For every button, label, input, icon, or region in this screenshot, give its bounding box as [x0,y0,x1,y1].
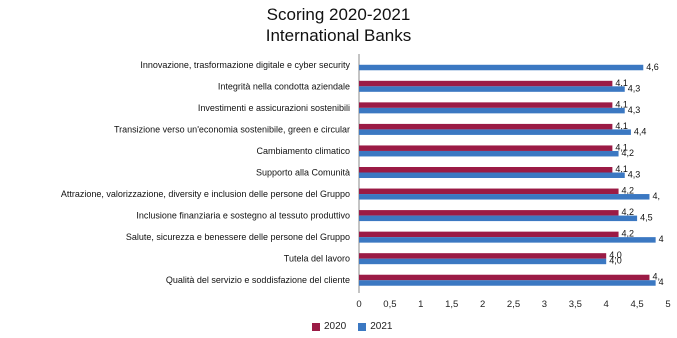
data-label-2021: 4,2 [622,148,635,158]
x-tick-label: 3,5 [569,299,582,310]
x-tick-label: 2 [480,299,485,310]
x-tick-label: 5 [665,299,670,310]
bar-2021 [359,64,644,71]
legend-swatch-2021 [358,322,367,331]
bar-2020 [359,167,613,173]
bar-2020 [359,102,613,108]
data-label-2020: 4,1 [615,164,628,174]
bar-2021 [359,150,619,157]
data-label-2020: 4,2 [622,207,635,217]
category-label: Cambiamento climatico [256,146,350,156]
bar-2020 [359,188,619,195]
legend: 2020 2021 [312,321,405,332]
bar-2021 [359,215,638,222]
bar-2020 [359,253,607,259]
data-label-2021: 4 [659,277,664,287]
data-label-2021: 4,4 [634,126,647,136]
category-label: Investimenti e assicurazioni sostenibili [198,103,350,113]
bar-2021 [359,280,656,286]
data-label-2021: 4,3 [628,170,641,180]
data-label-2020: 4,0 [609,250,622,260]
chart-title: Scoring 2020-2021 [266,5,411,24]
data-label-2020: 4,1 [615,142,628,152]
legend-swatch-2020 [312,322,320,331]
x-tick-label: 4 [604,299,609,310]
x-tick-label: 1,5 [445,299,458,310]
x-tick-label: 1 [418,299,423,310]
bar-2021 [359,129,631,135]
bar-2020 [359,231,619,238]
data-label-2021: 4, [652,191,660,201]
data-label-2021: 4,3 [628,105,641,115]
category-label: Salute, sicurezza e benessere delle pers… [126,232,350,242]
bar-2021 [359,86,625,92]
data-label-2021: 4,6 [646,62,659,72]
category-label: Transizione verso un'economia sostenibil… [114,124,350,134]
bar-2020 [359,80,613,87]
data-label-2020: 4, [652,272,660,282]
x-tick-label: 0,5 [383,299,396,310]
category-label: Supporto alla Comunità [256,168,350,178]
x-tick-label: 0 [356,299,361,310]
data-label-2021: 4,3 [628,83,641,93]
x-tick-label: 4,5 [630,299,643,310]
bar-2020 [359,123,613,130]
category-label: Qualità del servizio e soddisfazione del… [166,275,350,285]
bar-2020 [359,145,613,151]
bar-2021 [359,194,650,200]
category-label: Integrità nella condotta aziendale [218,81,350,91]
bar-2021 [359,107,625,114]
bar-2021 [359,258,607,265]
x-tick-label: 2,5 [507,299,520,310]
category-label: Inclusione finanziaria e sostegno al tes… [136,211,350,221]
bar-2021 [359,172,625,178]
data-label-2020: 4,2 [622,229,635,239]
data-label-2020: 4,1 [615,121,628,131]
bar-2020 [359,210,619,216]
legend-label-2020: 2020 [324,321,347,332]
bar-2020 [359,274,650,281]
x-tick-label: 3 [542,299,547,310]
category-label: Innovazione, trasformazione digitale e c… [140,60,350,70]
data-label-2020: 4,1 [615,78,628,88]
data-label-2020: 4,1 [615,99,628,109]
bar-2021 [359,237,656,243]
data-label-2021: 4,5 [640,213,653,223]
category-label: Attrazione, valorizzazione, diversity e … [61,189,350,199]
legend-item-2021: 2021 [358,321,393,332]
category-label: Tutela del lavoro [284,254,350,264]
legend-item-2020: 2020 [312,321,346,332]
data-label-2021: 4,0 [609,256,622,266]
data-label-2020: 4,2 [622,186,635,196]
legend-label-2021: 2021 [370,321,393,332]
chart-subtitle: International Banks [265,26,412,45]
data-label-2021: 4 [659,234,664,244]
